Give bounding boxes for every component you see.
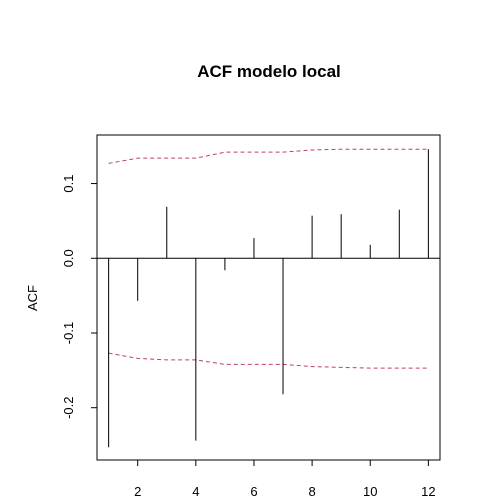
y-tick-label: -0.1 <box>61 322 76 344</box>
lower-confidence-bound <box>108 352 429 369</box>
y-axis-label: ACF <box>25 285 40 311</box>
x-tick-label: 4 <box>192 484 199 499</box>
plot-frame <box>96 134 441 461</box>
x-tick-label: 10 <box>363 484 377 499</box>
x-tick-label: 6 <box>250 484 257 499</box>
x-tick-label: 8 <box>308 484 315 499</box>
x-tick-label: 2 <box>134 484 141 499</box>
x-tick-label: 12 <box>421 484 435 499</box>
y-tick-label: 0.1 <box>61 175 76 193</box>
axes: 2 4 6 8 10 12 -0.2 -0.1 0.0 0.1 <box>61 175 436 499</box>
y-tick-label: -0.2 <box>61 396 76 418</box>
chart-title: ACF modelo local <box>197 62 341 81</box>
upper-confidence-bound <box>108 148 429 164</box>
plot-area <box>97 148 440 448</box>
y-tick-label: 0.0 <box>61 249 76 267</box>
